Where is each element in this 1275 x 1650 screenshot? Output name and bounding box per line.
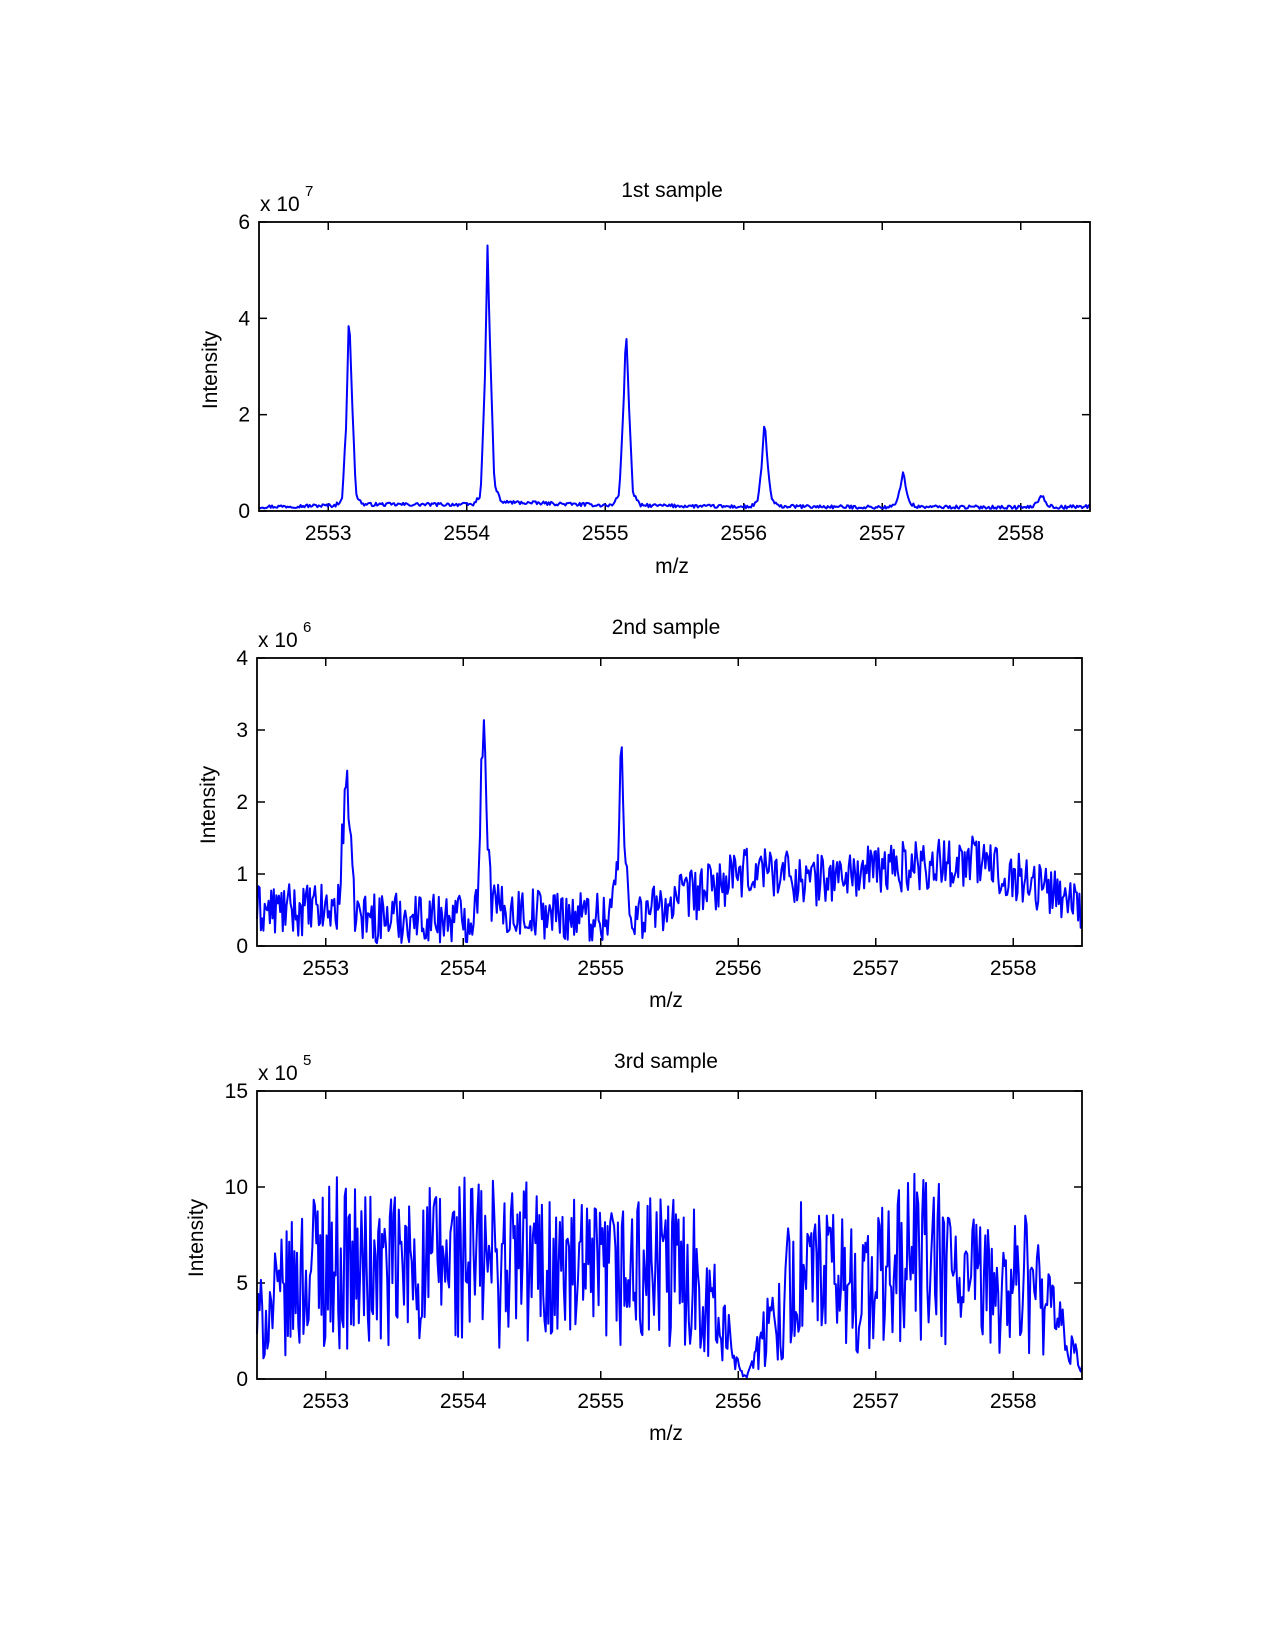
panel-1-ytick-label: 6 [238,211,250,234]
panel-1-title: 1st sample [621,179,723,202]
panel-3: 3rd sample x 10 5 Intensity m/z 2553 2554… [185,1050,1083,1445]
panel-2-marks [256,719,1083,945]
panel-3-ylabel: Intensity [185,1198,208,1277]
panel-2-ytick-label: 2 [236,791,248,814]
panel-3-xtick-label: 2558 [990,1390,1037,1413]
panel-1-spectrum-line [258,244,1091,510]
panel-2-ytick-label: 0 [236,935,248,958]
panel-1-ytick-label: 0 [238,500,250,523]
panel-2-ticks: 2553 2554 2555 2556 2557 2558 0 1 2 3 4 [236,647,1082,980]
panel-1-ylabel: Intensity [199,330,222,409]
panel-2-xtick-label: 2556 [715,957,762,980]
panel-1-axes-box [258,221,1091,512]
panel-1: 1st sample x 10 7 Intensity m/z 2553 2554… [199,179,1091,578]
panel-3-xtick-label: 2557 [852,1390,899,1413]
panel-2-axes-box [256,657,1083,947]
panel-3-xlabel: m/z [649,1422,683,1445]
panel-2-exponent-base: x 10 [258,629,298,652]
panel-2-ytick-label: 4 [236,647,248,670]
panel-3-xtick-label: 2554 [440,1390,487,1413]
panel-3-ytick-label: 15 [225,1080,248,1103]
panel-2-xtick-label: 2555 [577,957,624,980]
panel-1-exponent-base: x 10 [260,193,300,216]
panel-2-spectrum-line [256,719,1083,945]
panel-3-ytick-label: 10 [225,1176,248,1199]
panel-1-xtick-label: 2553 [305,522,352,545]
panel-2-xtick-label: 2558 [990,957,1037,980]
panel-3-xtick-label: 2556 [715,1390,762,1413]
panel-2-ylabel: Intensity [197,765,220,844]
panel-2-xtick-label: 2553 [302,957,349,980]
panel-1-xtick-label: 2554 [443,522,490,545]
panel-3-xtick-label: 2555 [577,1390,624,1413]
panel-3-axes-box [256,1090,1083,1380]
panel-1-marks [258,244,1091,510]
panel-2: 2nd sample x 10 6 Intensity m/z 2553 2554… [197,616,1083,1012]
panel-3-exponent-base: x 10 [258,1062,298,1085]
panel-2-ytick-label: 3 [236,719,248,742]
panel-3-ticks: 2553 2554 2555 2556 2557 2558 0 5 10 15 [225,1080,1082,1413]
panel-1-xtick-label: 2555 [582,522,629,545]
panel-3-ytick-label: 5 [236,1272,248,1295]
panel-1-xtick-label: 2557 [859,522,906,545]
panel-2-xtick-label: 2557 [852,957,899,980]
panel-1-xlabel: m/z [655,555,689,578]
panel-1-exponent-power: 7 [305,183,313,200]
panel-3-xtick-label: 2553 [302,1390,349,1413]
panel-1-xtick-label: 2558 [997,522,1044,545]
panel-2-title: 2nd sample [612,616,721,639]
panel-3-marks [256,1172,1083,1379]
panel-3-spectrum-line [256,1172,1083,1379]
panel-1-xtick-label: 2556 [720,522,767,545]
panel-2-xlabel: m/z [649,989,683,1012]
panel-1-ytick-label: 4 [238,307,250,330]
panel-1-ticks: 2553 2554 2555 2556 2557 2558 0 2 4 6 [238,211,1090,545]
panel-3-title: 3rd sample [614,1050,718,1073]
panel-1-ytick-label: 2 [238,404,250,427]
panel-3-exponent-power: 5 [303,1052,311,1069]
panel-2-xtick-label: 2554 [440,957,487,980]
panel-2-ytick-label: 1 [236,863,248,886]
panel-2-exponent-power: 6 [303,619,311,636]
panel-3-ytick-label: 0 [236,1368,248,1391]
